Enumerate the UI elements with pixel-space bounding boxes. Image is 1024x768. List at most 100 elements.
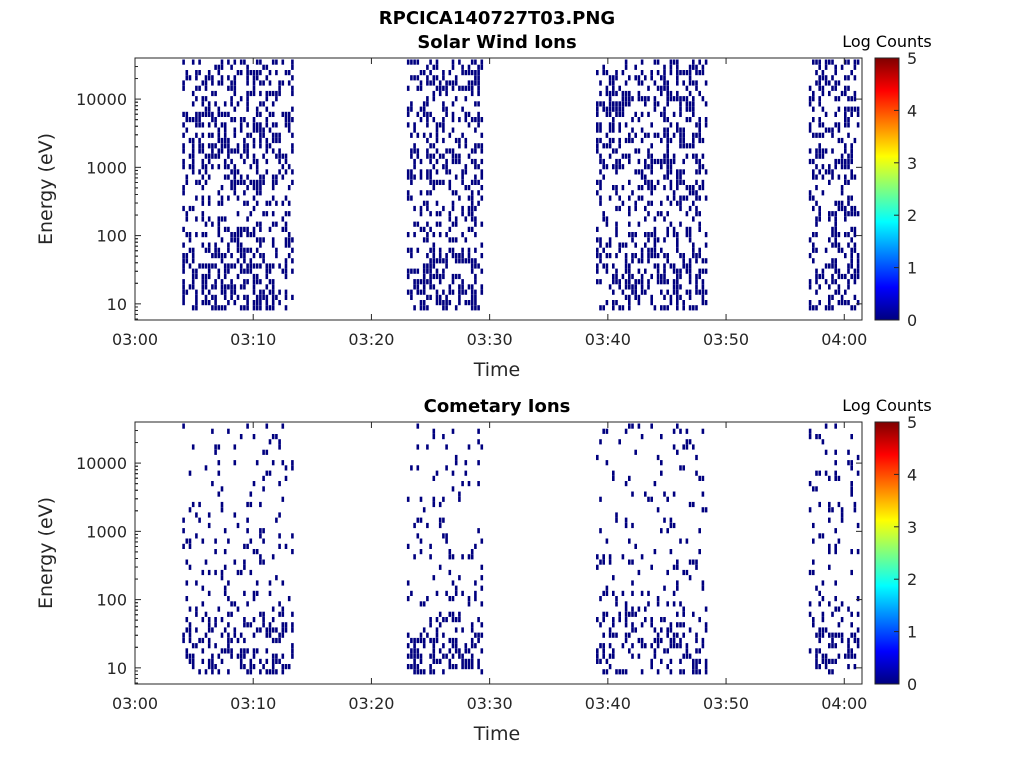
spectrogram-cell (815, 632, 818, 638)
spectrogram-cell (637, 80, 641, 86)
spectrogram-cell (195, 132, 198, 138)
spectrogram-cell (246, 528, 249, 534)
spectrogram-cell (815, 164, 818, 170)
spectrogram-cell (818, 132, 821, 138)
spectrogram-cell (828, 216, 831, 222)
spectrogram-cell (271, 122, 275, 128)
spectrogram-cell (480, 284, 484, 290)
spectrogram-cell (223, 268, 227, 274)
spectrogram-cell (695, 637, 698, 644)
spectrogram-cell (672, 158, 676, 165)
spectrogram-cell (688, 232, 692, 238)
spectrogram-cell (259, 59, 262, 65)
spectrogram-cell (637, 75, 641, 81)
spectrogram-cell (647, 590, 650, 596)
spectrogram-cell (410, 247, 413, 253)
spectrogram-cell (230, 148, 233, 154)
spectrogram-cell (426, 279, 429, 285)
spectrogram-cell (631, 273, 634, 280)
x-tick-label: 03:00 (112, 694, 158, 713)
spectrogram-cell (682, 143, 685, 149)
spectrogram-cell (426, 169, 429, 175)
spectrogram-cell (637, 653, 641, 659)
spectrogram-cell (201, 617, 205, 623)
spectrogram-cell (207, 158, 211, 165)
spectrogram-cell (217, 64, 221, 70)
spectrogram-cell (182, 190, 185, 196)
spectrogram-cell (223, 132, 227, 138)
spectrogram-cell (284, 158, 288, 165)
spectrogram-cell (435, 273, 439, 280)
spectrogram-cell (201, 195, 205, 201)
spectrogram-cell (448, 300, 452, 306)
spectrogram-cell (470, 190, 474, 196)
spectrogram-cell (230, 279, 233, 285)
spectrogram-cell (856, 268, 860, 274)
spectrogram-cell (451, 158, 455, 165)
spectrogram-cell (265, 137, 269, 144)
spectrogram-cell (281, 622, 285, 628)
spectrogram-cell (438, 517, 442, 523)
spectrogram-cell (704, 627, 708, 633)
spectrogram-cell (284, 268, 288, 274)
spectrogram-cell (666, 164, 669, 170)
spectrogram-cell (195, 643, 198, 649)
spectrogram-cell (451, 273, 455, 280)
x-tick-label: 03:20 (348, 694, 394, 713)
spectrogram-cell (406, 59, 410, 65)
colorbar-gradient (875, 422, 899, 684)
spectrogram-cell (480, 444, 484, 450)
spectrogram-cell (223, 273, 227, 280)
spectrogram-cell (252, 590, 256, 596)
spectrogram-cell (191, 658, 195, 664)
spectrogram-cell (847, 158, 850, 165)
spectrogram-cell (701, 96, 705, 102)
spectrogram-cell (698, 289, 701, 295)
spectrogram-cell (246, 96, 249, 102)
spectrogram-cell (252, 195, 256, 201)
solar-wind-ions-panel: Solar Wind Ions 03:00 03:10 03:20 03:30 03:4… (35, 32, 932, 381)
spectrogram-cell (480, 59, 484, 65)
spectrogram-cell (685, 195, 689, 201)
spectrogram-cell (236, 522, 240, 529)
spectrogram-cell (474, 164, 477, 170)
spectrogram-cell (252, 289, 256, 295)
spectrogram-cell (217, 253, 221, 259)
spectrogram-cell (413, 669, 416, 675)
spectrogram-cell (445, 232, 448, 238)
spectrogram-cell (701, 507, 705, 513)
spectrogram-cell (647, 179, 650, 185)
spectrogram-cell (191, 253, 195, 259)
spectrogram-cell (688, 501, 692, 508)
spectrogram-cell (255, 590, 259, 596)
spectrogram-cell (406, 247, 410, 253)
colorbar-tick-label: 1 (907, 623, 917, 642)
spectrogram-cell (602, 101, 605, 107)
spectrogram-cell (223, 143, 227, 149)
spectrogram-cell (243, 653, 246, 659)
spectrogram-cell (438, 279, 442, 285)
spectrogram-cell (271, 279, 275, 285)
spectrogram-cell (211, 164, 214, 170)
spectrogram-cell (259, 669, 262, 675)
spectrogram-cell (438, 648, 442, 654)
spectrogram-cell (637, 158, 641, 165)
spectrogram-cell (477, 101, 480, 107)
spectrogram-cell (255, 75, 259, 81)
spectrogram-cell (650, 622, 653, 628)
spectrogram-cell (474, 205, 477, 212)
spectrogram-cell (236, 247, 240, 253)
spectrogram-cell (596, 268, 599, 274)
spectrogram-cell (416, 648, 420, 654)
spectrogram-cell (243, 148, 246, 154)
spectrogram-cell (195, 580, 198, 586)
spectrogram-cell (608, 237, 612, 243)
spectrogram-cell (255, 580, 259, 586)
spectrogram-cell (182, 59, 185, 65)
spectrogram-cell (663, 273, 666, 280)
spectrogram-cell (201, 242, 205, 248)
spectrogram-cell (429, 273, 432, 280)
spectrogram-cell (834, 211, 837, 217)
spectrogram-cell (239, 226, 243, 232)
spectrogram-cell (284, 543, 288, 549)
